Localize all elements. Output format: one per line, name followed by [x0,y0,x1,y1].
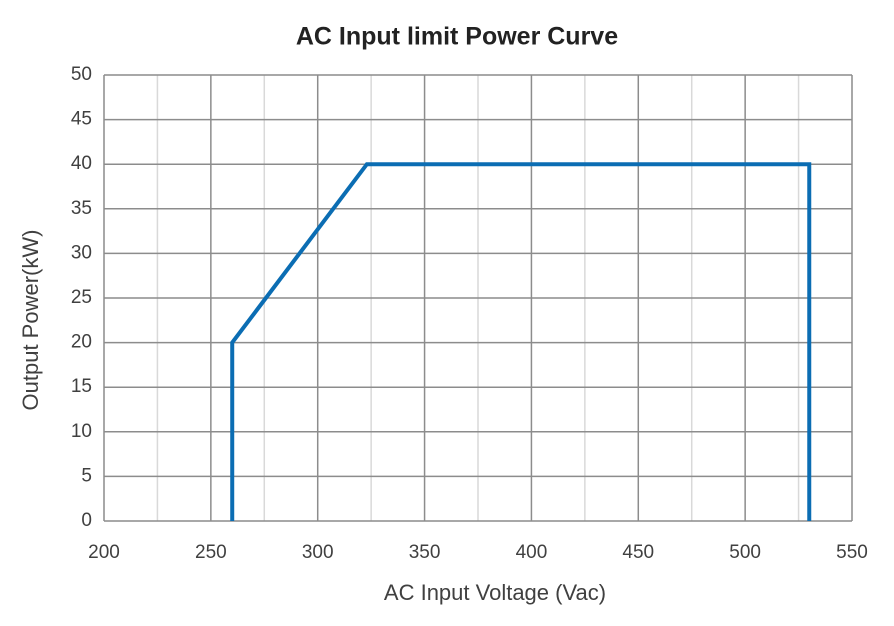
y-tick-label: 5 [81,465,92,486]
y-tick-label: 35 [71,198,92,219]
y-tick-label: 30 [71,242,92,263]
data-line [230,162,812,521]
y-tick-label: 25 [71,287,92,308]
y-axis-label: Output Power(kW) [18,230,43,411]
x-axis-label: AC Input Voltage (Vac) [384,580,606,605]
y-tick-label: 10 [71,421,92,442]
x-tick-label: 500 [729,542,761,563]
x-tick-label: 200 [88,542,120,563]
x-tick-label: 400 [516,542,548,563]
y-tick-label: 40 [71,153,92,174]
y-tick-label: 20 [71,332,92,353]
x-tick-label: 550 [836,542,868,563]
x-tick-label: 450 [622,542,654,563]
x-tick-label: 250 [195,542,227,563]
x-tick-label: 300 [302,542,334,563]
chart-title: AC Input limit Power Curve [296,23,618,51]
y-tick-label: 50 [71,64,92,85]
y-tick-label: 15 [71,376,92,397]
y-tick-label: 0 [81,510,92,531]
x-tick-label: 350 [409,542,441,563]
y-tick-label: 45 [71,109,92,130]
